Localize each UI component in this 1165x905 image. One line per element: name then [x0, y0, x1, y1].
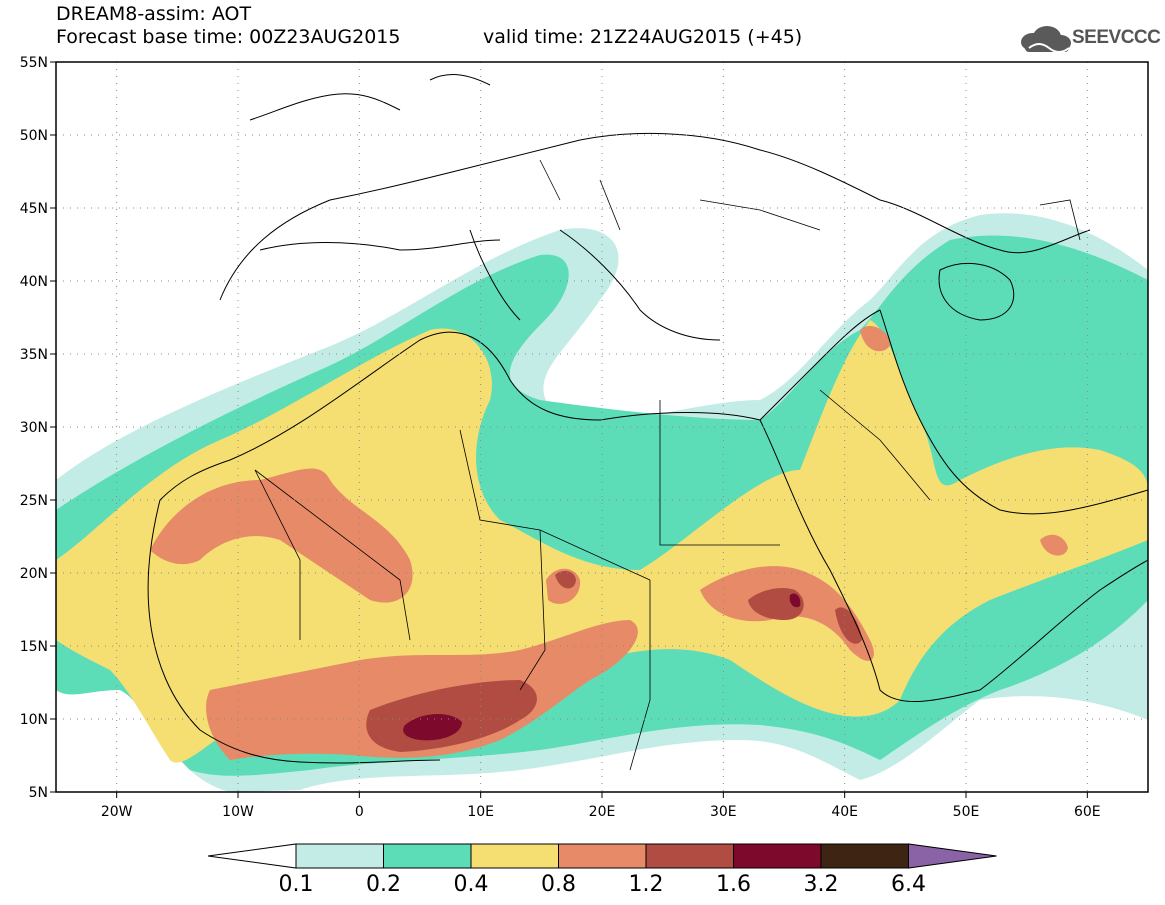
colorbar-box — [820, 843, 909, 869]
lat-tick-label: 10N — [20, 712, 48, 728]
colorbar-label: 1.6 — [716, 872, 751, 897]
axis-ticks: 55N 50N 45N 40N 35N 30N 25N 20N 15N 10N 5N 20W 10W 0 1… — [20, 55, 1101, 820]
lat-tick-label: 45N — [20, 201, 48, 217]
colorbar-box — [470, 843, 559, 869]
lon-tick-label: 40E — [831, 804, 858, 820]
colorbar-box — [733, 843, 822, 869]
colorbar-under-triangle — [207, 843, 297, 869]
colorbar — [207, 843, 997, 869]
lon-tick-label: 10E — [467, 804, 494, 820]
colorbar-label: 1.2 — [628, 872, 664, 897]
lon-tick-label: 60E — [1074, 804, 1101, 820]
lon-tick-label: 50E — [953, 804, 980, 820]
lon-tick-label: 20W — [101, 804, 133, 820]
colorbar-box — [645, 843, 734, 869]
lat-tick-label: 20N — [20, 566, 48, 582]
lon-tick-label: 0 — [355, 804, 364, 820]
country-borders — [254, 159, 1081, 771]
lon-tick-label: 20E — [589, 804, 616, 820]
colorbar-label: 0.8 — [541, 872, 576, 897]
colorbar-box — [295, 843, 384, 869]
lat-tick-label: 5N — [29, 785, 48, 801]
colorbar-box — [383, 843, 472, 869]
colorbar-label: 3.2 — [803, 872, 839, 897]
aot-contour-0.4 — [56, 320, 1148, 763]
aot-contour-1.6 — [403, 714, 462, 741]
aot-contour-0.8 — [150, 468, 413, 603]
colorbar-over-triangle — [908, 843, 997, 869]
coastlines — [147, 74, 1148, 764]
lon-tick-label: 30E — [710, 804, 737, 820]
graticule — [56, 62, 1148, 792]
lat-tick-label: 50N — [20, 128, 48, 144]
colorbar-label: 6.4 — [891, 872, 926, 897]
logo-text: SEEVCCC — [1072, 27, 1161, 48]
colorbar-label: 0.1 — [278, 872, 314, 897]
lon-tick-label: 10W — [222, 804, 254, 820]
colorbar-label: 0.2 — [366, 872, 401, 897]
lat-tick-label: 35N — [20, 347, 48, 363]
colorbar-label: 0.4 — [453, 872, 489, 897]
colorbar-box — [558, 843, 647, 869]
valid-time: valid time: 21Z24AUG2015 (+45) — [483, 26, 803, 48]
cloud-icon — [1021, 26, 1071, 53]
map-title: DREAM8-assim: AOT — [56, 3, 252, 25]
lat-tick-label: 30N — [20, 420, 48, 436]
forecast-base-time: Forecast base time: 00Z23AUG2015 — [56, 26, 401, 48]
lat-tick-label: 25N — [20, 493, 48, 509]
lat-tick-label: 40N — [20, 274, 48, 290]
lat-tick-label: 55N — [20, 55, 48, 71]
lat-tick-label: 15N — [20, 639, 48, 655]
